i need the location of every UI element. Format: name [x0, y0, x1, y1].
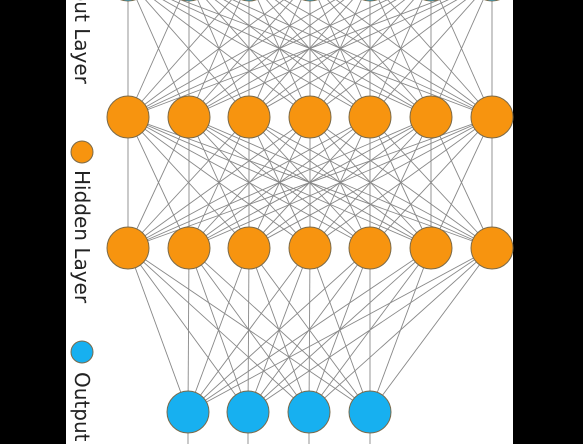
connection-line	[127, 116, 311, 249]
connection-line	[187, 247, 190, 413]
hidden-neuron	[409, 226, 453, 270]
connection-line	[187, 247, 493, 413]
hidden-neuron	[167, 95, 211, 139]
connection-line	[127, 0, 285, 118]
connection-line	[127, 116, 493, 249]
neurons	[106, 0, 514, 434]
hidden-neuron	[106, 95, 150, 139]
legend: Input Layer Hidden Layer Output	[70, 0, 94, 442]
connection-line	[369, 116, 493, 249]
connection-line	[187, 247, 250, 413]
connection-line	[308, 247, 493, 413]
hidden-neuron	[470, 226, 514, 270]
legend-label-input: Input Layer	[70, 0, 94, 85]
connection-line	[248, 0, 458, 118]
legend-swatch-hidden	[70, 140, 94, 164]
connection-line	[248, 116, 493, 249]
input-neuron	[302, 0, 318, 2]
connection-line	[187, 247, 371, 413]
input-neuron	[484, 0, 500, 2]
connection-line	[430, 116, 493, 249]
connection-line	[127, 116, 190, 249]
connection-line	[187, 247, 432, 413]
connection-line	[127, 0, 388, 118]
connection-line	[127, 0, 181, 118]
hidden-neuron	[227, 95, 271, 139]
hidden-neuron	[227, 226, 271, 270]
hidden-neuron	[470, 95, 514, 139]
connection-line	[127, 0, 441, 118]
input-neuron	[120, 0, 136, 2]
connection-line	[247, 247, 493, 413]
connection-line	[127, 116, 432, 249]
connections	[127, 0, 493, 444]
connection-line	[127, 116, 250, 249]
hidden-neuron	[348, 226, 392, 270]
hidden-neuron	[288, 95, 332, 139]
hidden-neuron	[409, 95, 453, 139]
connection-line	[187, 247, 311, 413]
connection-line	[127, 116, 371, 249]
hidden-neuron	[167, 226, 211, 270]
legend-label-output: Output	[70, 372, 94, 442]
output-neuron	[166, 390, 210, 434]
connection-line	[369, 0, 475, 118]
output-neuron	[226, 390, 270, 434]
connection-line	[127, 0, 232, 118]
connection-line	[127, 0, 336, 118]
hidden-neuron	[106, 226, 150, 270]
connection-line	[430, 0, 484, 118]
connection-line	[188, 116, 493, 249]
connection-line	[309, 0, 467, 118]
input-neuron	[181, 0, 197, 2]
input-neuron	[241, 0, 257, 2]
connection-line	[127, 247, 189, 413]
input-neuron	[423, 0, 439, 2]
connection-line	[369, 247, 493, 413]
connection-line	[188, 0, 449, 118]
connection-line	[309, 116, 493, 249]
output-neuron	[348, 390, 392, 434]
input-neuron	[362, 0, 378, 2]
output-neuron	[287, 390, 331, 434]
hidden-neuron	[288, 226, 332, 270]
hidden-neuron	[348, 95, 392, 139]
legend-label-hidden: Hidden Layer	[70, 170, 94, 304]
legend-swatch-output	[70, 340, 94, 364]
